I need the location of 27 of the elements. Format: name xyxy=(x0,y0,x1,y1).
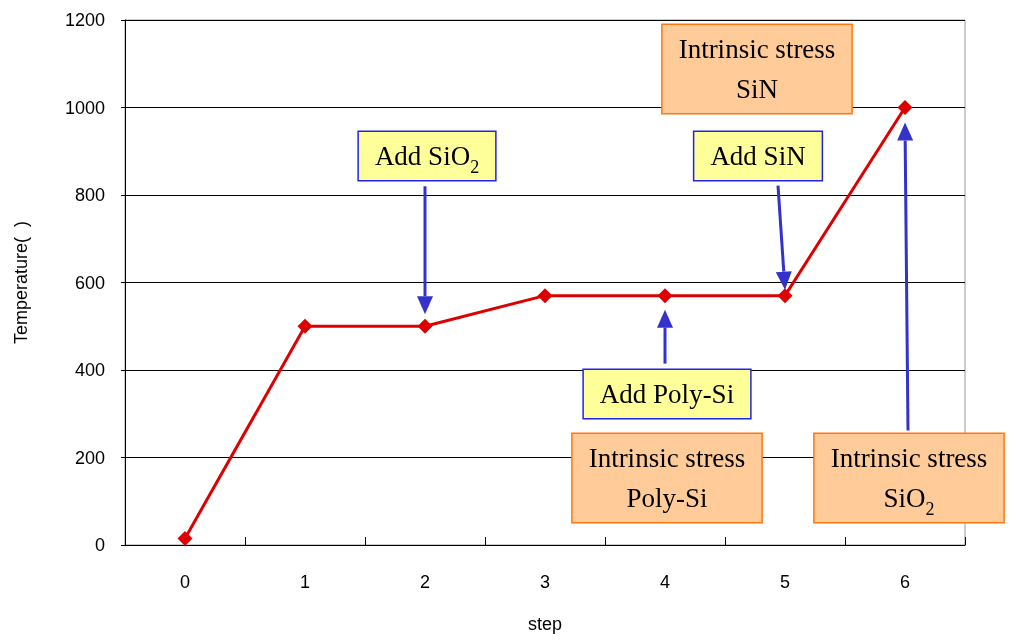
y-tick-label: 400 xyxy=(74,360,105,380)
annotation: Intrinsic stress SiN xyxy=(678,34,836,104)
point xyxy=(537,288,553,304)
y-tick-label: 800 xyxy=(74,185,105,205)
x-tick-label: 6 xyxy=(899,572,911,592)
x-tick-label: 3 xyxy=(539,572,551,592)
x-tick-label: 2 xyxy=(419,572,431,592)
point xyxy=(657,288,673,304)
point xyxy=(777,288,793,304)
point xyxy=(177,530,193,546)
y-tick-label: 200 xyxy=(74,447,105,468)
x-tick-label: 1 xyxy=(299,572,311,592)
x-tick-label: 4 xyxy=(659,572,671,592)
point xyxy=(417,318,433,334)
point xyxy=(897,100,913,115)
y-tick-label: 1000 xyxy=(64,97,105,118)
x-axis-title: step xyxy=(527,614,563,634)
y-tick-label: 600 xyxy=(74,272,105,293)
y-axis-title: Temperature( ) xyxy=(11,220,31,345)
annotation: Add SiN xyxy=(710,141,806,171)
annotation: Intrinsic stress Poly-Si xyxy=(588,443,746,513)
y-tick-label: 0 xyxy=(94,535,105,555)
x-tick-label: 0 xyxy=(179,572,191,592)
annotation: Add Poly-Si xyxy=(599,379,735,409)
x-tick-label: 5 xyxy=(779,572,791,592)
point xyxy=(297,318,313,334)
y-tick-label: 1200 xyxy=(64,10,105,30)
